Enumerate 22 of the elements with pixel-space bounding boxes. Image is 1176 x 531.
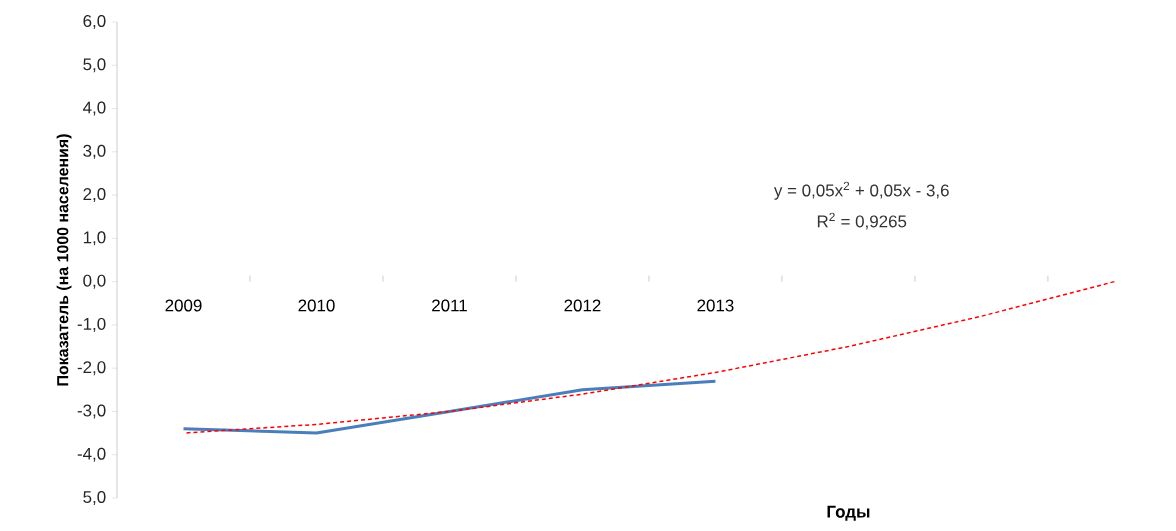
y-tick-label: -2,0 [77,361,106,376]
y-tick-label: -1,0 [77,317,106,332]
y-tick-label: 4,0 [83,101,106,116]
y-tick-label: 1,0 [83,231,106,246]
x-tick-label: 2009 [165,299,202,312]
line-series [182,379,717,435]
x-tick-label: 2012 [564,299,601,312]
x-tick-label: 2011 [432,299,467,312]
x-axis-title: Годы [827,505,870,521]
y-tick-label: 3,0 [83,144,106,159]
y-tick-label: 2,0 [83,188,106,203]
annotation: R$^{2}$ = 0,9265 [817,212,907,230]
y-axis-title: Показатель (на 1000 населения) [56,134,72,386]
x-tick-label: 2010 [298,299,335,312]
y-tick-label: -3,0 [77,404,106,419]
y-tick-label: 5,0 [83,58,106,73]
y-tick-label: -4,0 [77,447,106,462]
y-tick-label: 5,0 [83,490,106,505]
x-tick-label: 2013 [697,299,734,312]
y-tick-label: 0,0 [83,274,106,289]
annotation: y = 0,05x$^{2}$ + 0,05x - 3,6 [773,181,949,200]
y-tick-label: 6,0 [83,14,106,29]
